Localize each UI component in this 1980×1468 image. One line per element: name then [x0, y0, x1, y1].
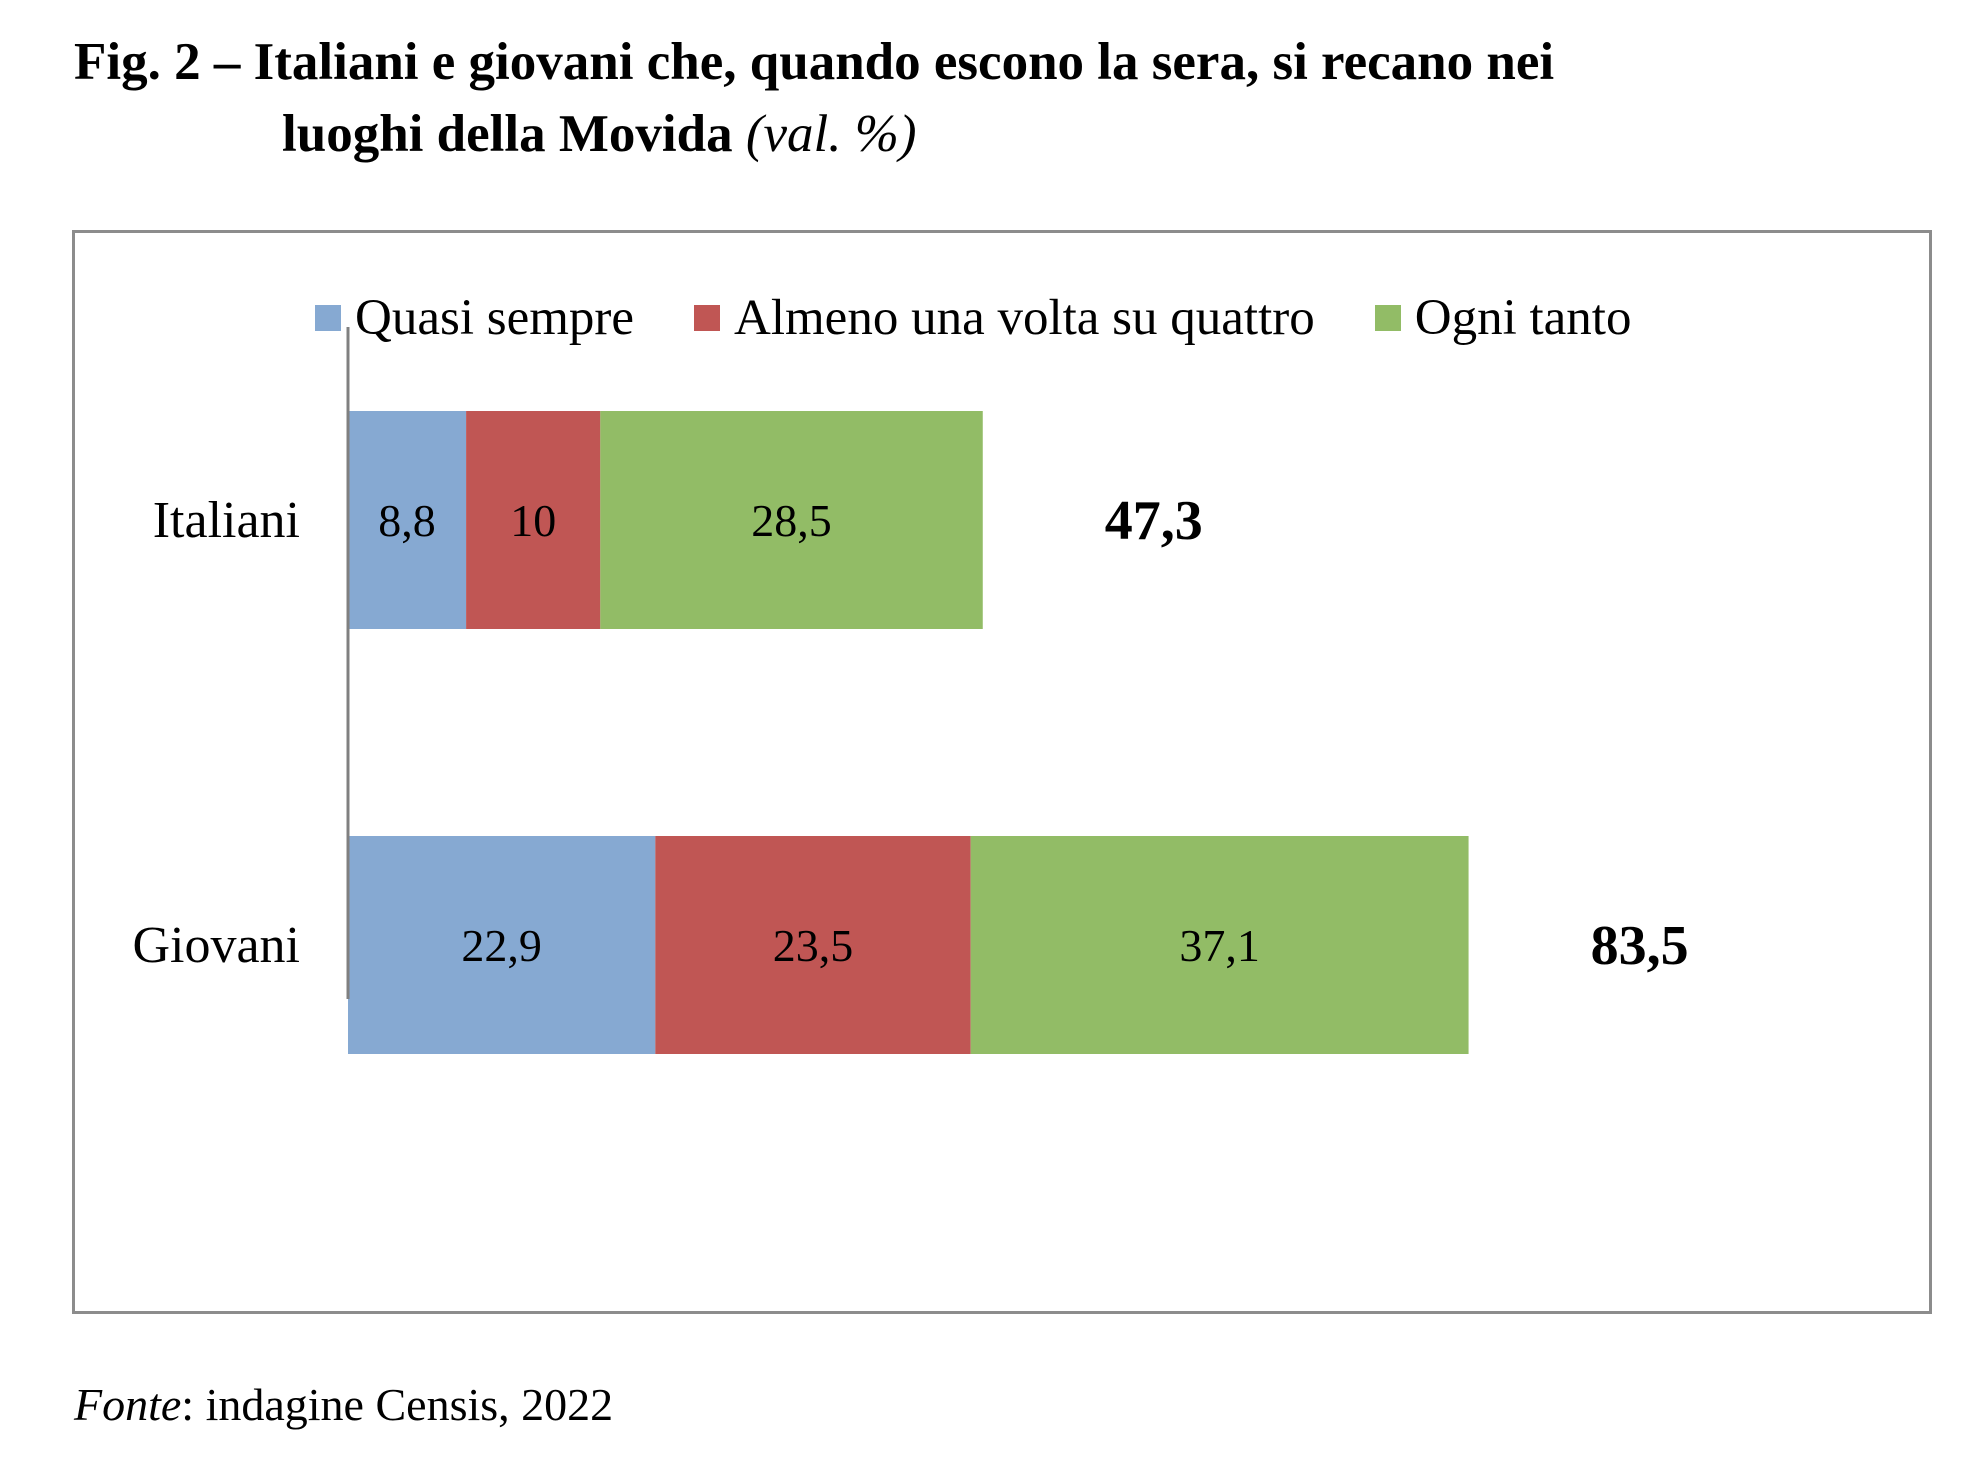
legend-item: Ogni tanto [1374, 289, 1632, 347]
chart-legend: Quasi sempre Almeno una volta su quattro O… [315, 273, 1691, 363]
category-label: Italiani [153, 492, 300, 549]
data-label: 10 [510, 495, 556, 546]
bar-segment [348, 411, 467, 629]
data-label: 22,9 [461, 920, 542, 971]
figure-title: Fig. 2 – Italiani e giovani che, quando … [74, 26, 1874, 170]
legend-item: Almeno una volta su quattro [694, 289, 1315, 347]
category-label: Giovani [132, 917, 300, 974]
legend-swatch [315, 305, 341, 331]
total-label: 47,3 [1105, 490, 1203, 552]
chart-frame: Quasi sempre Almeno una volta su quattro O… [72, 230, 1932, 1314]
legend-item: Quasi sempre [315, 289, 634, 347]
bar-segment [970, 836, 1469, 1054]
source-note: Fonte: indagine Censis, 2022 [74, 1378, 613, 1431]
figure-title-line2-wrap: luoghi della Movida (val. %) [74, 98, 1874, 170]
data-label: 28,5 [751, 495, 832, 546]
total-label: 83,5 [1591, 915, 1689, 977]
bar-segment [466, 411, 601, 629]
data-label: 37,1 [1179, 920, 1260, 971]
data-label: 23,5 [773, 920, 854, 971]
bar-segment [600, 411, 983, 629]
stacked-bar-chart: 8,8 10 28,5 Italiani 47,3 22,9 23,5 37,1 Giovani… [132, 327, 1689, 1054]
source-label: Fonte [74, 1379, 182, 1430]
figure-title-line1: Fig. 2 – Italiani e giovani che, quando … [74, 33, 1555, 91]
legend-label: Quasi sempre [355, 290, 635, 346]
legend-swatch [694, 305, 721, 331]
source-text: : indagine Censis, 2022 [181, 1379, 614, 1430]
figure-title-unit: (val. %) [745, 105, 917, 163]
legend-label: Ogni tanto [1414, 290, 1632, 346]
bar-segment [348, 836, 656, 1054]
legend-label: Almeno una volta su quattro [734, 290, 1315, 346]
figure-title-line2: luoghi della Movida [282, 105, 733, 163]
data-label: 8,8 [378, 495, 436, 546]
legend-swatch [1374, 305, 1401, 331]
bar-segment [655, 836, 971, 1054]
